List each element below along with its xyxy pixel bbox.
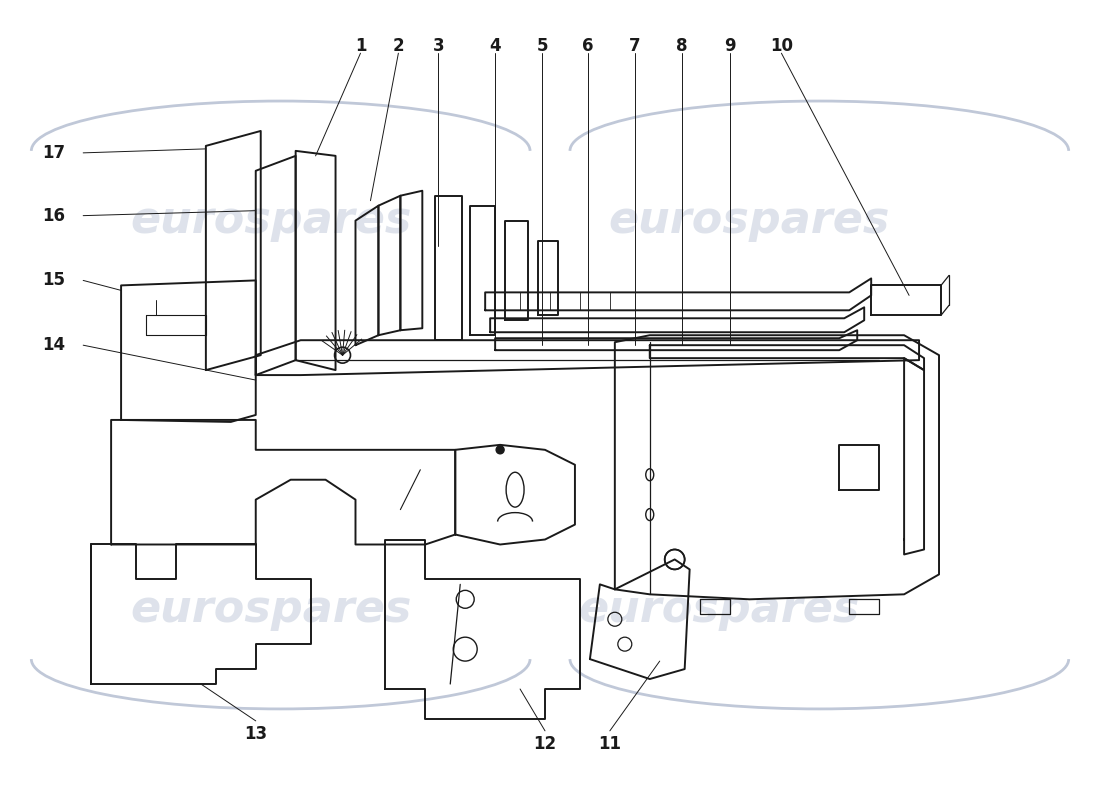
- Text: 8: 8: [675, 38, 688, 55]
- Circle shape: [496, 446, 504, 454]
- Text: eurospares: eurospares: [130, 199, 411, 242]
- Text: 2: 2: [393, 38, 404, 55]
- Text: 7: 7: [629, 38, 640, 55]
- Text: 3: 3: [432, 38, 444, 55]
- Text: 10: 10: [770, 38, 793, 55]
- Text: 17: 17: [42, 144, 65, 162]
- Text: 15: 15: [42, 271, 65, 290]
- Text: 9: 9: [724, 38, 736, 55]
- Text: 11: 11: [598, 735, 622, 753]
- Text: 12: 12: [534, 735, 557, 753]
- Text: eurospares: eurospares: [579, 588, 860, 630]
- Text: 16: 16: [42, 206, 65, 225]
- Text: 6: 6: [582, 38, 594, 55]
- Text: 4: 4: [490, 38, 500, 55]
- Text: 1: 1: [354, 38, 366, 55]
- Text: 13: 13: [244, 725, 267, 743]
- Text: eurospares: eurospares: [608, 199, 890, 242]
- Text: 14: 14: [42, 336, 65, 354]
- Text: eurospares: eurospares: [130, 588, 411, 630]
- Text: 5: 5: [537, 38, 548, 55]
